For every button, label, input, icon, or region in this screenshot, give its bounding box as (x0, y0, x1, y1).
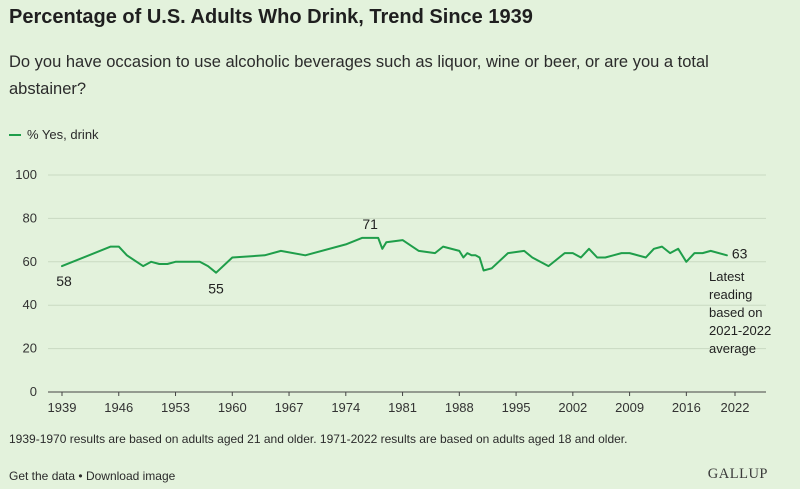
legend: % Yes, drink (9, 127, 99, 142)
x-tick-label: 1939 (48, 400, 77, 415)
x-tick-label: 1988 (445, 400, 474, 415)
x-tick-label: 1953 (161, 400, 190, 415)
chart-title: Percentage of U.S. Adults Who Drink, Tre… (9, 6, 533, 28)
note-line: average (709, 341, 756, 356)
latest-reading-note: Latest reading based on 2021-2022 averag… (709, 268, 771, 358)
line-chart: 0 20 40 60 80 100 1939 1946 1953 1960 1967 1974 1981… (15, 167, 766, 415)
y-tick-label: 60 (23, 254, 37, 269)
x-tick-label: 2016 (672, 400, 701, 415)
legend-label: % Yes, drink (27, 127, 99, 142)
data-label: 71 (362, 216, 378, 232)
legend-swatch (9, 133, 21, 136)
x-tick-label: 2022 (721, 400, 750, 415)
note-line: based on (709, 305, 763, 320)
x-tick-label: 1995 (502, 400, 531, 415)
link-separator: • (78, 469, 83, 483)
x-tick-label: 1946 (104, 400, 133, 415)
y-tick-label: 20 (23, 341, 37, 356)
note-line: 2021-2022 (709, 323, 772, 338)
x-tick-label: 1974 (331, 400, 360, 415)
y-tick-label: 40 (23, 297, 37, 312)
data-label: 58 (56, 273, 72, 289)
footnote: 1939-1970 results are based on adults ag… (9, 432, 628, 446)
data-label: 55 (208, 281, 224, 297)
get-data-link[interactable]: Get the data (9, 469, 76, 483)
y-tick-label: 80 (23, 210, 37, 225)
footer-links: Get the data • Download image (9, 469, 175, 483)
data-label: 63 (732, 245, 748, 261)
chart-subtitle: Do you have occasion to use alcoholic be… (9, 53, 709, 98)
y-tick-label: 0 (30, 384, 37, 399)
x-tick-label: 1967 (275, 400, 304, 415)
x-tick-label: 2009 (615, 400, 644, 415)
y-tick-label: 100 (15, 167, 37, 182)
download-image-link[interactable]: Download image (85, 469, 176, 483)
gallup-logo: GALLUP (707, 466, 768, 482)
note-line: reading (709, 287, 753, 302)
note-line: Latest (709, 269, 745, 284)
x-tick-label: 1960 (218, 400, 247, 415)
x-tick-label: 1981 (388, 400, 417, 415)
series-line-yes-drink (61, 236, 728, 274)
x-tick-label: 2002 (558, 400, 587, 415)
